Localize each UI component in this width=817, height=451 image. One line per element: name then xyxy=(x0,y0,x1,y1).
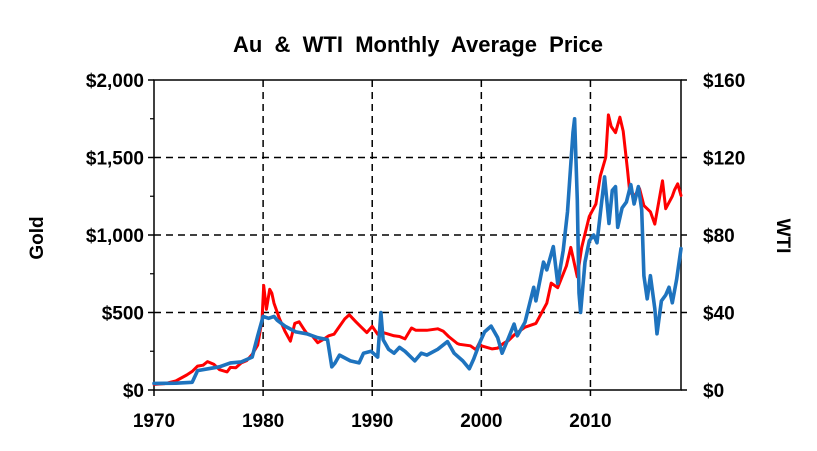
x-axis: 1970 1980 1990 2000 2010 xyxy=(133,390,612,432)
right-axis-label: WTI xyxy=(772,219,793,254)
right-tick-label: $80 xyxy=(703,226,735,247)
chart-title: Au & WTI Monthly Average Price xyxy=(233,32,603,57)
left-tick-label: $1,500 xyxy=(86,149,144,170)
right-tick-label: $0 xyxy=(703,381,724,402)
x-tick-label: 2000 xyxy=(460,411,502,432)
left-tick-label: $0 xyxy=(123,381,144,402)
left-tick-label: $2,000 xyxy=(86,71,144,92)
left-axis: $0 $500 $1,000 $1,500 $2,000 xyxy=(86,71,154,402)
x-tick-label: 1990 xyxy=(351,411,393,432)
left-tick-label: $500 xyxy=(102,304,144,325)
left-axis-label: Gold xyxy=(27,216,48,259)
x-tick-label: 2010 xyxy=(569,411,611,432)
x-tick-label: 1980 xyxy=(242,411,284,432)
right-tick-label: $40 xyxy=(703,304,735,325)
right-tick-label: $120 xyxy=(703,149,745,170)
series-layer xyxy=(152,113,683,386)
right-axis: $0 $40 $80 $120 $160 xyxy=(681,71,745,402)
left-tick-label: $1,000 xyxy=(86,226,144,247)
wti-series-line xyxy=(152,117,683,386)
right-tick-label: $160 xyxy=(703,71,745,92)
grid-lines xyxy=(154,80,681,390)
x-tick-label: 1970 xyxy=(133,411,175,432)
gold-series-line xyxy=(152,113,683,386)
